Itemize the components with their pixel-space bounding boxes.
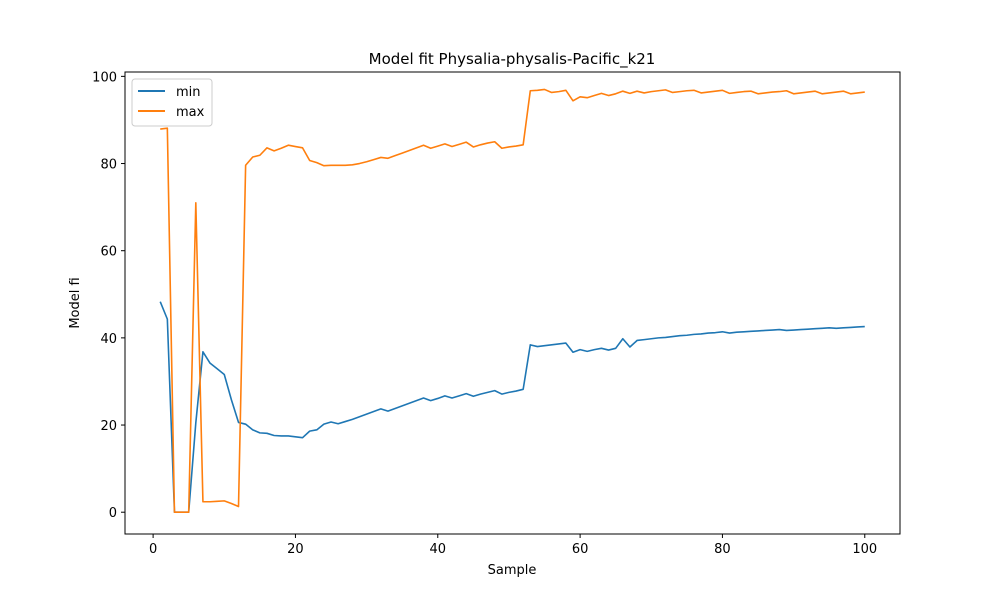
plot-area — [125, 72, 900, 534]
x-tick-label: 60 — [572, 542, 589, 557]
y-tick-label: 0 — [109, 506, 117, 521]
y-tick-label: 100 — [92, 70, 117, 85]
x-tick-label: 20 — [287, 542, 304, 557]
y-tick-label: 80 — [100, 158, 117, 173]
y-tick-label: 60 — [100, 245, 117, 260]
plot-frame — [124, 71, 901, 535]
y-axis-ticks: 0 20 40 60 80 100 — [92, 70, 125, 521]
x-tick-label: 40 — [430, 542, 447, 557]
legend: min max — [131, 78, 213, 127]
y-tick-label: 20 — [100, 419, 117, 434]
x-axis-label: Sample — [488, 563, 537, 578]
series-layer — [159, 88, 865, 514]
x-tick-label: 100 — [852, 542, 877, 557]
legend-label-max: max — [176, 105, 205, 120]
y-axis-label: Model fi — [68, 277, 83, 328]
series-line-min — [159, 301, 865, 514]
series-line-max — [160, 88, 865, 514]
x-tick-label: 80 — [714, 542, 731, 557]
x-tick-label: 0 — [149, 542, 157, 557]
x-axis-ticks: 0 20 40 60 80 100 — [149, 534, 877, 557]
chart-title: Model fit Physalia-physalis-Pacific_k21 — [369, 50, 656, 69]
y-tick-label: 40 — [100, 332, 117, 347]
legend-label-min: min — [176, 85, 201, 100]
